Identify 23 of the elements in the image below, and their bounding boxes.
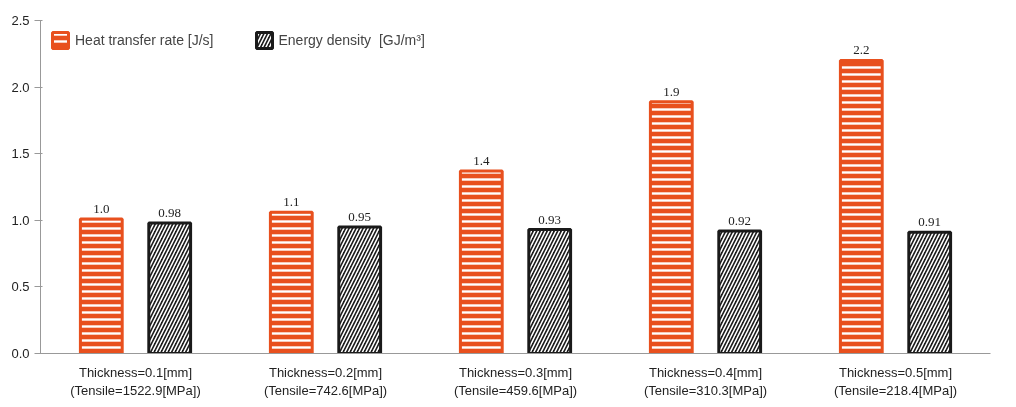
- data-label: 0.92: [728, 212, 752, 228]
- x-tick-label: Thickness=0.5[mm] (Tensile=218.4[MPa]): [833, 364, 958, 398]
- data-label: 2.2: [853, 42, 870, 58]
- y-tick-label: 1.0: [11, 212, 30, 228]
- y-tick-label: 1.5: [11, 146, 30, 162]
- x-tick-label: Thickness=0.2[mm] (Tensile=742.6[MPa]): [263, 364, 388, 398]
- x-tick-label: Thickness=0.4[mm] (Tensile=310.3[MPa]): [643, 364, 768, 398]
- data-label: 1.1: [283, 194, 300, 210]
- x-tick-label: Thickness=0.1[mm] (Tensile=1522.9[MPa]): [70, 364, 201, 398]
- x-tick-label: Thickness=0.3[mm] (Tensile=459.6[MPa]): [453, 364, 578, 398]
- legend-label: Heat transfer rate [J/s]: [75, 32, 214, 48]
- data-label: 1.0: [93, 200, 110, 216]
- data-label: 0.95: [348, 208, 372, 224]
- data-label: 1.9: [663, 83, 680, 99]
- y-tick-label: 2.0: [11, 79, 30, 95]
- data-label: 0.93: [538, 211, 562, 227]
- y-tick-label: 2.5: [11, 13, 30, 28]
- data-label: 1.4: [473, 153, 490, 169]
- y-tick-label: 0.0: [11, 346, 30, 361]
- data-label: 0.91: [918, 214, 942, 230]
- legend-label: Energy density [GJ/m³]: [278, 32, 425, 48]
- y-tick-label: 0.5: [11, 279, 30, 295]
- data-label: 0.98: [158, 204, 182, 220]
